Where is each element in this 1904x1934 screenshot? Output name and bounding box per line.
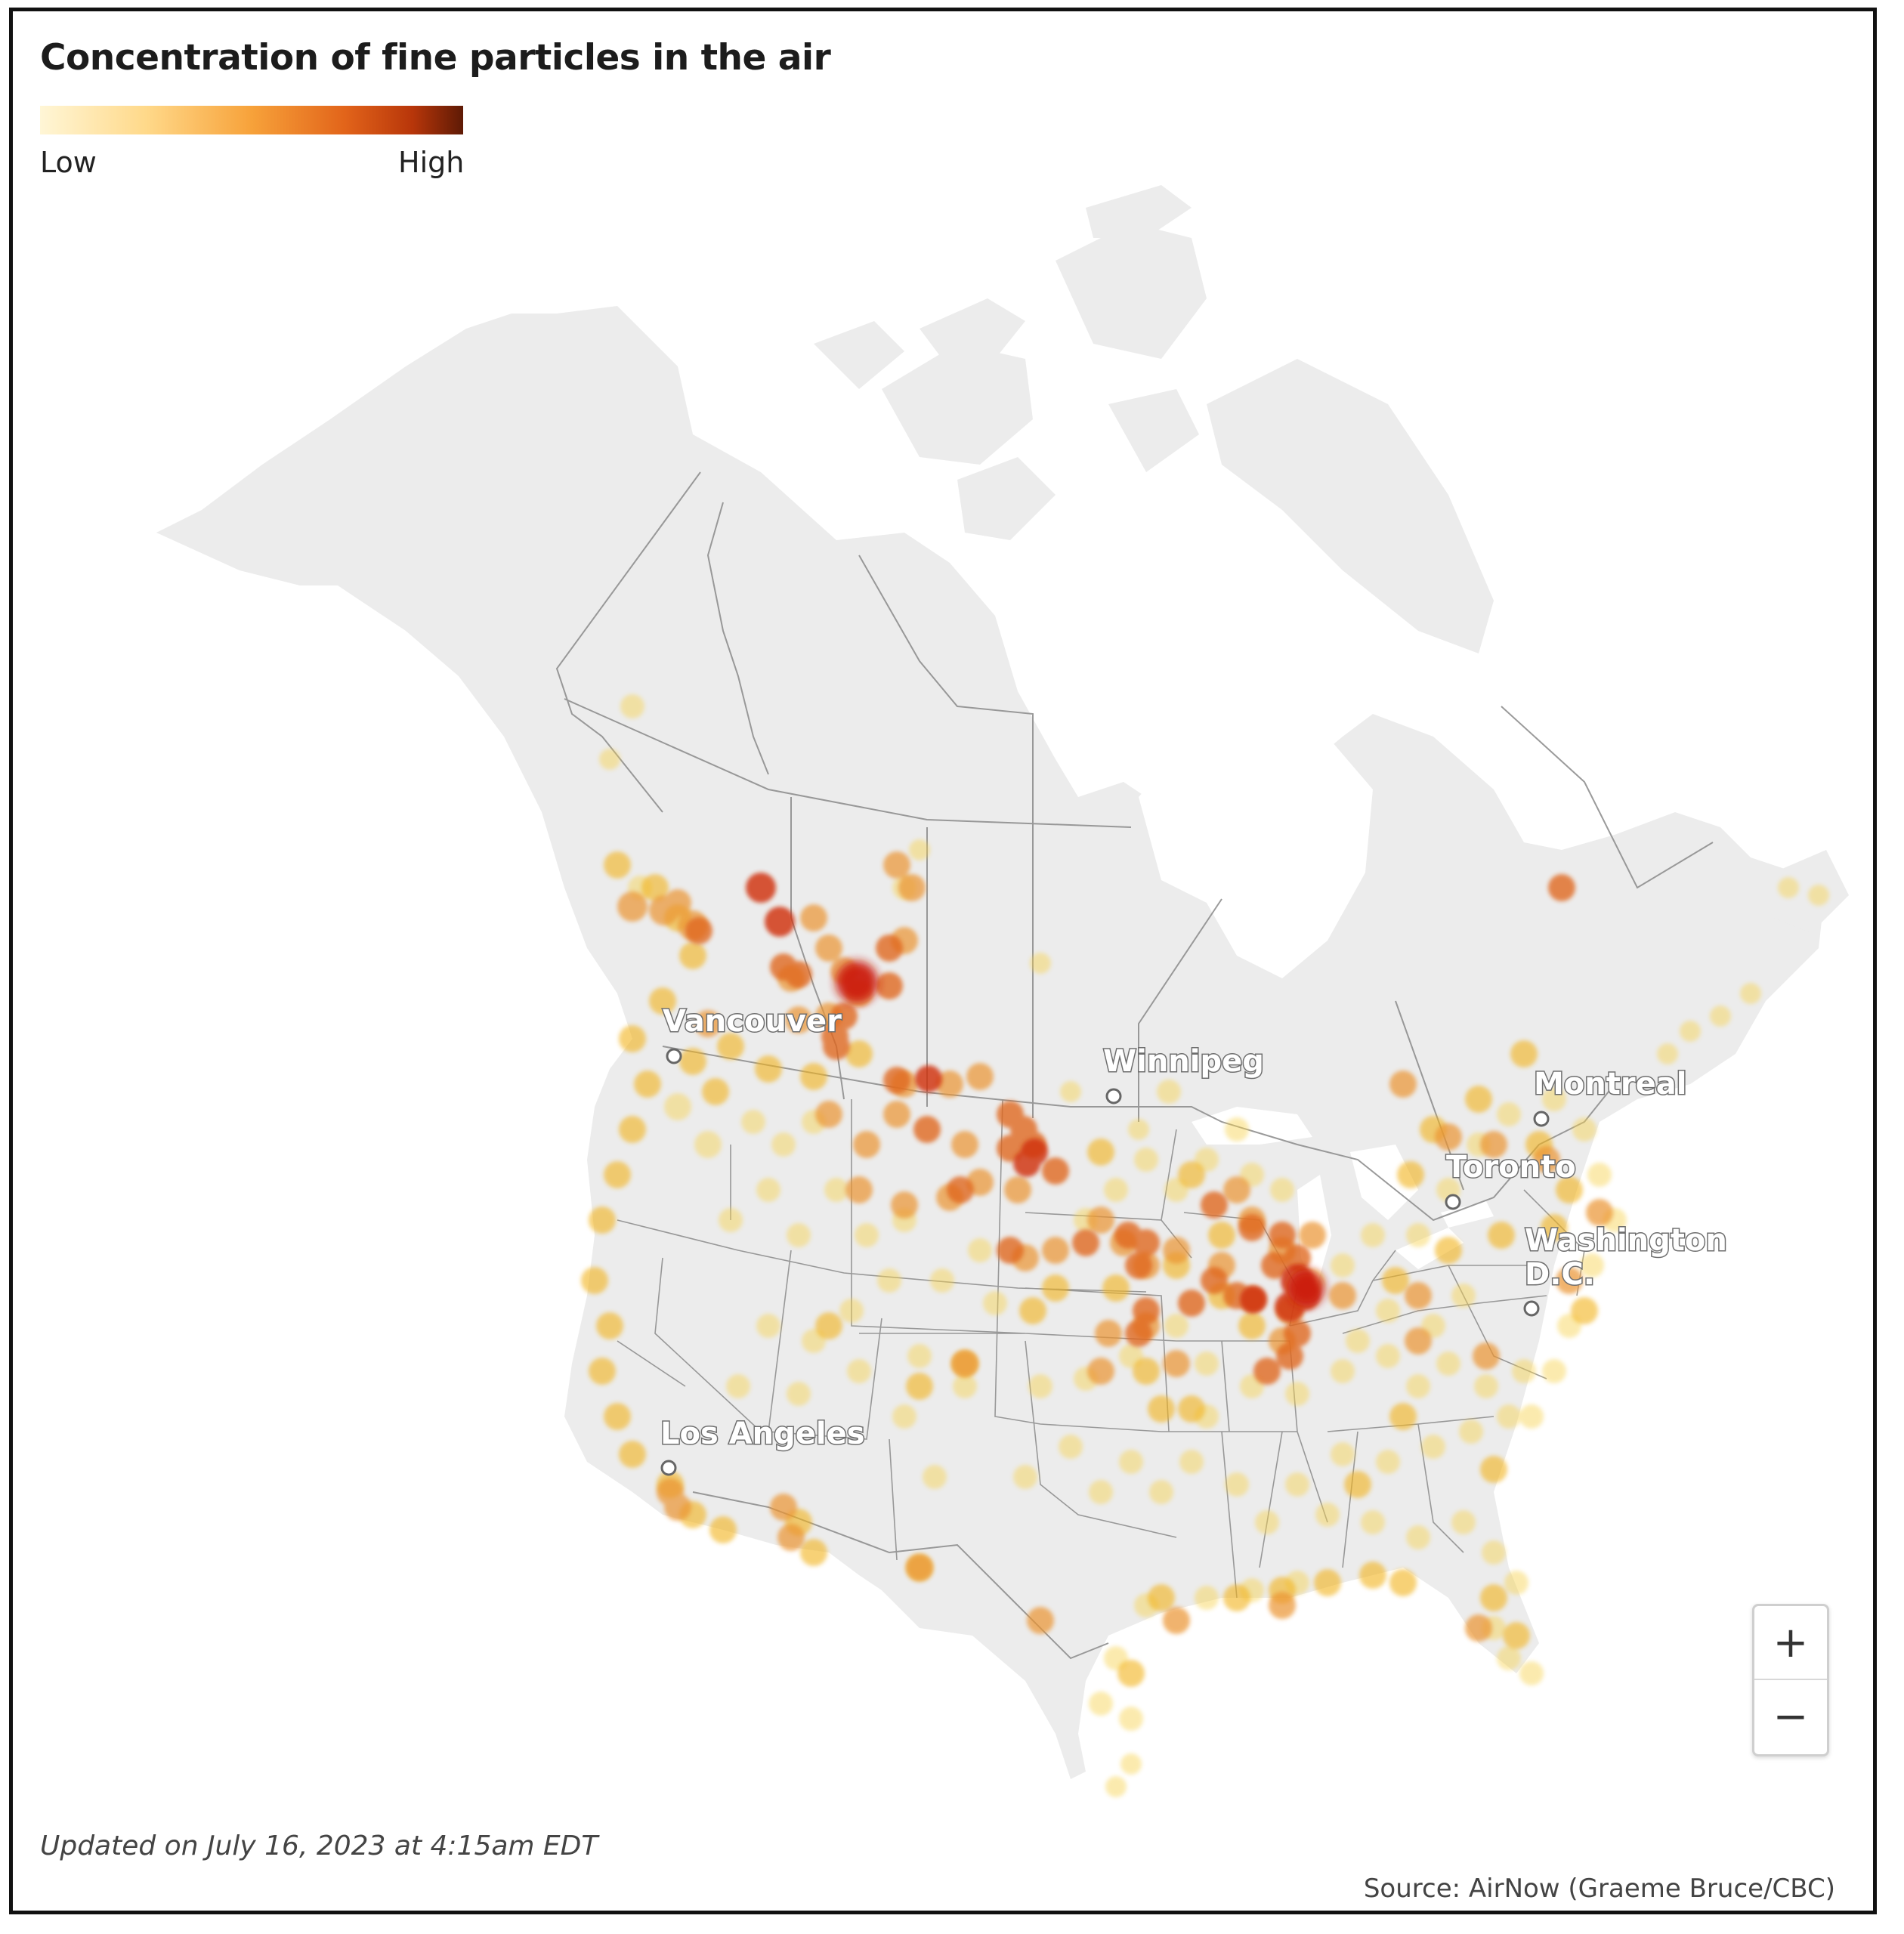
ontario-quebec-border bbox=[1395, 1000, 1464, 1191]
pm25-dots-hotspot bbox=[836, 961, 1324, 1306]
city-dot bbox=[1523, 1300, 1540, 1317]
city-label: Los Angeles bbox=[660, 1417, 865, 1451]
city-dot bbox=[660, 1460, 677, 1476]
manitoba-ontario-border bbox=[1138, 898, 1222, 1122]
alaska-landmass bbox=[156, 314, 564, 585]
city-winnipeg[interactable]: Winnipeg bbox=[1102, 1043, 1265, 1104]
arctic-island-7 bbox=[1108, 389, 1199, 472]
bc-alberta-border bbox=[790, 797, 845, 1100]
city-vancouver[interactable]: Vancouver bbox=[662, 1003, 843, 1064]
city-los-angeles[interactable]: Los Angeles bbox=[660, 1416, 866, 1476]
city-dot bbox=[1105, 1088, 1122, 1104]
zoom-control: + − bbox=[1752, 1604, 1829, 1756]
city-label: Vancouver bbox=[663, 1004, 842, 1039]
city-label: Montreal bbox=[1534, 1067, 1686, 1101]
map-canvas[interactable]: Vancouver Winnipeg Montreal Toronto Wash… bbox=[13, 11, 1873, 1911]
arctic-island-5 bbox=[814, 321, 904, 389]
quebec-labrador-border bbox=[1501, 706, 1714, 889]
city-dot bbox=[1533, 1111, 1550, 1127]
pm25-dots-yellow bbox=[581, 851, 1598, 1687]
map-title: Concentration of fine particles in the a… bbox=[40, 37, 831, 79]
zoom-in-button[interactable]: + bbox=[1773, 1617, 1809, 1667]
us-mexico-border bbox=[692, 1491, 1109, 1660]
alaska-canada-border bbox=[555, 471, 701, 813]
land-layer bbox=[156, 185, 1849, 1779]
arctic-island-4 bbox=[920, 298, 1025, 359]
legend-low-label: Low bbox=[40, 146, 97, 179]
lake-superior bbox=[1192, 1107, 1312, 1145]
legend-high-label: High bbox=[398, 146, 465, 179]
nwt-nunavut-border bbox=[858, 555, 1034, 827]
pm25-dots-light bbox=[599, 694, 1829, 1797]
city-label-line2: D.C. bbox=[1525, 1257, 1595, 1292]
city-label: Winnipeg bbox=[1103, 1044, 1264, 1079]
sixty-parallel bbox=[564, 698, 1132, 828]
map-frame: Vancouver Winnipeg Montreal Toronto Wash… bbox=[9, 8, 1877, 1914]
baffin-island bbox=[1207, 359, 1494, 653]
lake-ontario bbox=[1441, 1201, 1494, 1228]
city-label-line1: Washington bbox=[1525, 1223, 1727, 1258]
border-layer bbox=[555, 471, 1714, 1660]
lake-huron bbox=[1350, 1145, 1418, 1220]
city-washington[interactable]: Washington D.C. bbox=[1523, 1222, 1728, 1317]
arctic-island-3 bbox=[1086, 185, 1192, 238]
hotspot-michigan-wisconsin bbox=[1288, 1270, 1324, 1306]
zoom-divider bbox=[1754, 1679, 1827, 1680]
legend-gradient-bar bbox=[40, 106, 463, 134]
city-dot bbox=[666, 1048, 682, 1064]
arctic-island-6 bbox=[957, 457, 1056, 540]
hotspot-alberta bbox=[836, 961, 878, 1003]
city-toronto[interactable]: Toronto bbox=[1445, 1149, 1577, 1210]
zoom-out-button[interactable]: − bbox=[1773, 1691, 1809, 1741]
source-credit: Source: AirNow (Graeme Bruce/CBC) bbox=[1363, 1874, 1835, 1904]
city-dot bbox=[1445, 1194, 1461, 1210]
updated-timestamp: Updated on July 16, 2023 at 4:15am EDT bbox=[40, 1831, 598, 1861]
city-montreal[interactable]: Montreal bbox=[1533, 1066, 1688, 1127]
hudson-bay bbox=[1139, 714, 1373, 978]
city-layer: Vancouver Winnipeg Montreal Toronto Wash… bbox=[660, 1003, 1728, 1476]
yukon-nwt-border bbox=[706, 502, 769, 775]
arctic-island-2 bbox=[1056, 223, 1207, 359]
city-label: Toronto bbox=[1446, 1150, 1576, 1185]
arctic-island-1 bbox=[882, 344, 1033, 465]
